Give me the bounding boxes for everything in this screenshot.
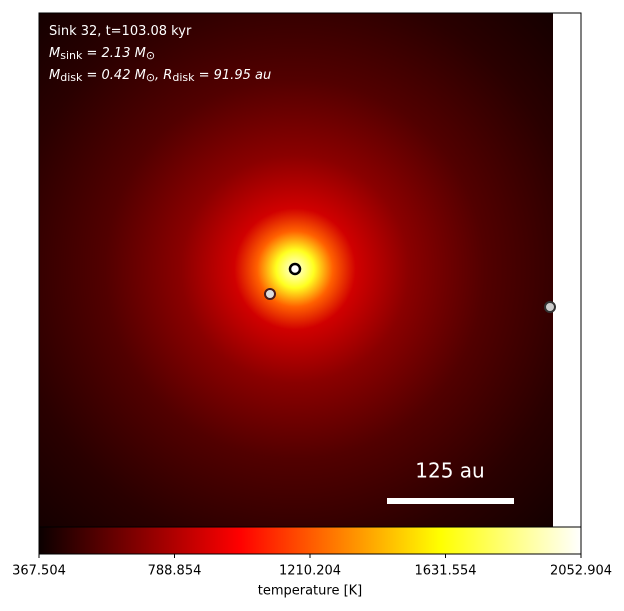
colorbar: [38, 526, 582, 555]
annotation-line: Msink = 2.13 M⊙: [49, 46, 155, 63]
sink-marker: [544, 301, 556, 313]
annotation-text: M: [49, 46, 60, 61]
annotation-text: , R: [155, 68, 172, 83]
annotation-line: Mdisk = 0.42 M⊙, Rdisk = 91.95 au: [49, 68, 271, 85]
subscript: sink: [60, 49, 83, 62]
colorbar-tick-label: 367.504: [12, 564, 66, 579]
colorbar-tick-label: 788.854: [148, 564, 202, 579]
scale-bar-label: 125 au: [415, 459, 484, 483]
annotation-line: Sink 32, t=103.08 kyr: [49, 24, 192, 39]
colorbar-tick-label: 1210.204: [279, 564, 341, 579]
subscript: disk: [172, 71, 195, 84]
colorbar-label: temperature [K]: [258, 584, 363, 599]
subscript: disk: [60, 71, 83, 84]
subscript: ⊙: [146, 71, 155, 84]
colorbar-tick-label: 1631.554: [414, 564, 476, 579]
annotation-text: M: [49, 68, 60, 83]
annotation-text: = 91.95 au: [194, 68, 271, 83]
annotation-text: = 0.42 M: [82, 68, 145, 83]
annotation-text: Sink 32, t=103.08 kyr: [49, 24, 192, 39]
subscript: ⊙: [146, 49, 155, 62]
colorbar-tick-label: 2052.904: [550, 564, 612, 579]
annotation-text: = 2.13 M: [82, 46, 145, 61]
sink-marker: [264, 288, 276, 300]
sink-marker: [288, 262, 302, 276]
